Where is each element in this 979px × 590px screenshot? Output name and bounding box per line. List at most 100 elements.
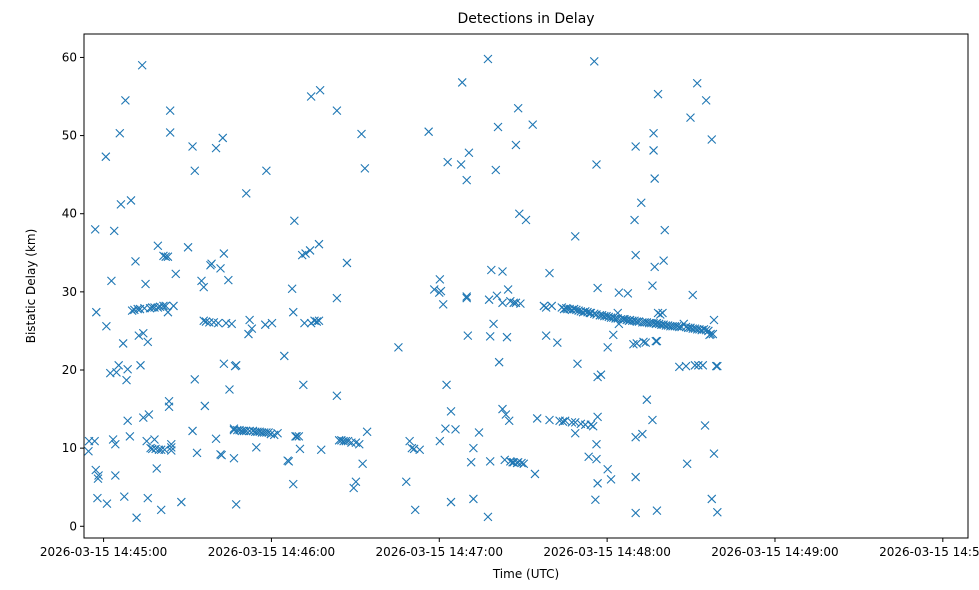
data-point [156, 505, 166, 515]
data-point [342, 258, 352, 268]
data-point [498, 404, 507, 414]
data-point [649, 146, 658, 155]
data-point [528, 120, 538, 130]
data-point [530, 469, 540, 479]
data-point [603, 464, 613, 474]
data-point [341, 436, 351, 446]
data-point [631, 142, 641, 151]
data-point [310, 316, 319, 326]
data-point [137, 60, 147, 70]
data-point [639, 337, 648, 347]
data-point [606, 475, 616, 484]
data-point [192, 448, 202, 458]
data-point [629, 339, 638, 349]
data-point [291, 432, 300, 441]
data-point [589, 309, 599, 319]
data-point [134, 331, 144, 341]
data-point [491, 165, 501, 175]
data-point [541, 331, 551, 341]
data-point [190, 166, 200, 176]
data-point [463, 331, 473, 341]
data-point [101, 321, 111, 331]
data-point [692, 78, 702, 88]
chart-title: Detections in Delay [457, 11, 594, 27]
data-point [349, 483, 359, 493]
data-point [118, 339, 128, 348]
data-point [505, 457, 515, 466]
x-tick-label: 2026-03-15 14:48:00 [543, 545, 670, 559]
data-point [407, 443, 417, 453]
data-point [213, 318, 223, 328]
data-point [483, 54, 493, 64]
data-point [457, 78, 467, 87]
data-point [686, 113, 695, 122]
data-point [251, 442, 261, 452]
data-point [132, 513, 141, 523]
data-point [410, 505, 420, 515]
data-point [223, 275, 233, 285]
data-point [438, 299, 448, 309]
data-point [225, 385, 234, 394]
data-point [516, 299, 525, 308]
data-point [446, 497, 456, 507]
data-point [709, 449, 719, 458]
data-point [288, 307, 298, 317]
data-point [298, 380, 308, 390]
data-point [119, 492, 129, 501]
data-point [360, 164, 370, 173]
data-point [484, 295, 494, 305]
data-point [126, 196, 136, 205]
data-point [517, 458, 526, 468]
data-point [519, 459, 529, 469]
data-point [199, 282, 209, 292]
data-point [315, 85, 325, 95]
data-point [229, 453, 239, 463]
data-point [660, 225, 670, 235]
data-point [123, 364, 133, 374]
data-point [114, 360, 124, 370]
data-point [332, 293, 342, 303]
data-point [300, 318, 309, 328]
data-point [219, 359, 229, 369]
data-point [354, 439, 364, 449]
data-point [150, 435, 159, 444]
data-point [241, 189, 251, 198]
data-point [405, 436, 415, 446]
data-point [649, 128, 658, 138]
data-point [161, 301, 171, 311]
data-point [603, 342, 613, 352]
data-point [466, 457, 476, 467]
data-point [287, 284, 297, 294]
data-point [108, 435, 118, 444]
data-point [260, 320, 270, 330]
data-point [165, 106, 175, 115]
data-point [429, 285, 439, 294]
data-point [648, 415, 657, 425]
data-point [314, 316, 324, 326]
data-point [584, 452, 594, 462]
x-tick-label: 2026-03-15 14:47:00 [376, 545, 503, 559]
data-point [357, 129, 366, 139]
data-point [652, 336, 662, 346]
data-point [706, 329, 716, 339]
data-point [94, 471, 103, 480]
data-point [171, 269, 181, 279]
data-point [138, 413, 148, 423]
data-point [166, 442, 176, 452]
y-tick-label: 20 [62, 363, 77, 377]
data-point [570, 428, 580, 438]
data-point [190, 374, 200, 384]
data-point [116, 199, 126, 209]
data-point [614, 288, 624, 298]
data-point [586, 308, 596, 318]
data-point [441, 424, 450, 433]
data-point [665, 321, 675, 331]
data-point [294, 432, 304, 441]
data-point [339, 436, 348, 446]
data-point [637, 429, 647, 439]
data-point [511, 140, 521, 150]
data-point [592, 160, 601, 169]
data-point [142, 436, 152, 446]
data-point [623, 289, 633, 298]
data-point [237, 426, 247, 436]
